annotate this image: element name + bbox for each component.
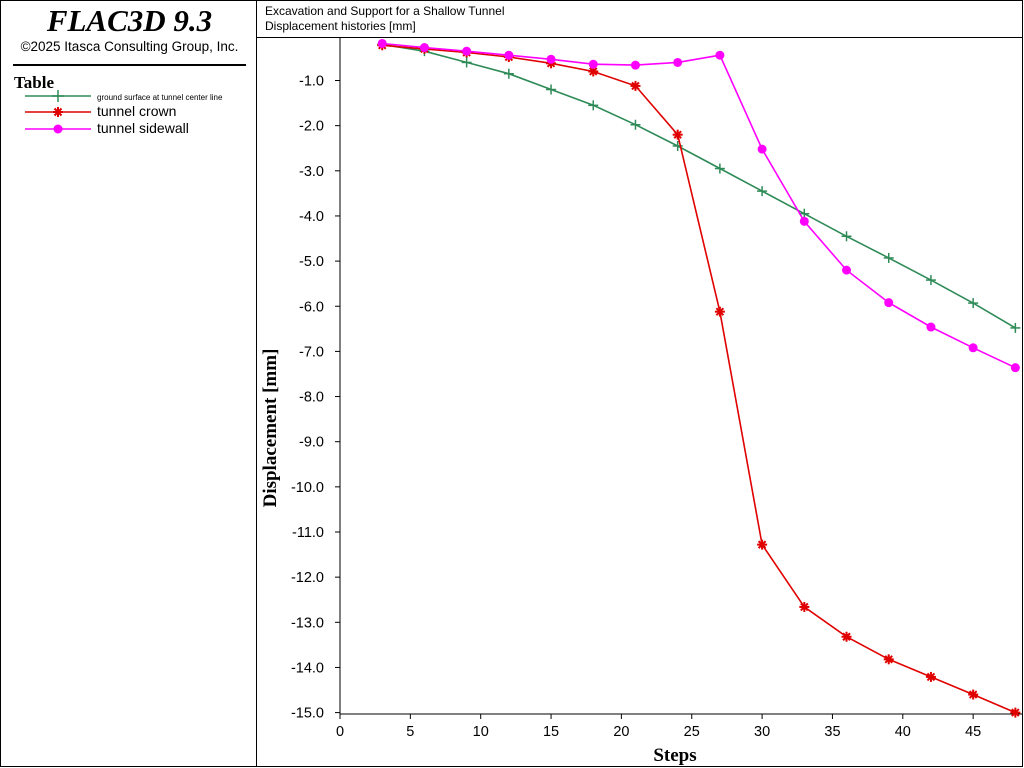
x-tick-label: 35 <box>824 724 840 740</box>
x-tick-label: 30 <box>754 724 770 740</box>
y-tick-label: -8.0 <box>299 390 324 406</box>
legend-swatch-circle-icon <box>25 124 91 134</box>
data-point <box>926 322 936 332</box>
data-point <box>968 298 979 309</box>
legend-swatch-star-icon <box>25 107 91 117</box>
data-point <box>673 57 683 67</box>
data-point <box>377 38 387 48</box>
data-point <box>546 54 556 64</box>
y-tick-label: -2.0 <box>299 119 324 135</box>
data-point <box>630 119 641 130</box>
data-point <box>799 601 810 612</box>
y-tick-label: -4.0 <box>299 209 324 225</box>
data-point <box>1010 363 1020 373</box>
series-line <box>382 44 1016 714</box>
data-point <box>462 46 472 56</box>
legend-swatch-plus-icon <box>25 90 91 102</box>
y-tick-label: -7.0 <box>299 344 324 360</box>
x-tick-label: 45 <box>965 724 981 740</box>
data-point <box>461 57 472 68</box>
plot-panel: -1.0 -2.0 -3.0 -4.0 -5.0 -6.0 -7.0 -8.0 -9.0 -10.… <box>256 37 1023 767</box>
data-point <box>715 50 725 60</box>
data-point <box>883 654 894 665</box>
header-subtitle: Displacement histories [mm] <box>265 19 416 33</box>
y-tick-label: -1.0 <box>299 74 324 90</box>
y-tick-label: -3.0 <box>299 164 324 180</box>
y-tick-label: -14.0 <box>291 660 324 676</box>
data-point <box>714 163 725 174</box>
data-point <box>630 60 640 70</box>
data-point <box>588 59 598 69</box>
y-tick-label: -10.0 <box>291 480 324 496</box>
app-title: FLAC3D 9.3 <box>46 3 213 38</box>
x-tick-label: 40 <box>895 724 911 740</box>
data-point <box>883 252 894 263</box>
y-tick-label: -12.0 <box>291 570 324 586</box>
data-point <box>630 80 641 91</box>
header-title: Excavation and Support for a Shallow Tun… <box>265 4 505 18</box>
y-tick-label: -11.0 <box>292 525 324 541</box>
legend-heading: Table <box>14 73 55 92</box>
series-plus <box>377 39 1021 333</box>
legend-panel: FLAC3D 9.3 ©2025 Itasca Consulting Group… <box>0 0 257 767</box>
legend-divider <box>13 64 246 66</box>
copyright-text: ©2025 Itasca Consulting Group, Inc. <box>20 39 239 54</box>
data-point <box>799 216 809 226</box>
data-point <box>968 343 978 353</box>
y-tick-label: -15.0 <box>291 706 324 722</box>
legend-label-tunnel-sidewall: tunnel sidewall <box>97 120 189 136</box>
series-line <box>382 42 1016 369</box>
x-tick-label: 25 <box>684 724 700 740</box>
plot-header: Excavation and Support for a Shallow Tun… <box>256 0 1023 38</box>
y-tick-label: -13.0 <box>291 615 324 631</box>
displacement-chart: -1.0 -2.0 -3.0 -4.0 -5.0 -6.0 -7.0 -8.0 -9.0 -10.… <box>260 38 1023 766</box>
data-point <box>672 129 683 140</box>
data-point <box>546 84 557 95</box>
data-point <box>925 275 936 286</box>
x-tick-label: 0 <box>336 724 344 740</box>
data-point <box>757 186 768 197</box>
data-point <box>925 671 936 682</box>
x-tick-label: 5 <box>406 724 414 740</box>
data-point <box>588 100 599 111</box>
y-tick-label: -5.0 <box>299 254 324 270</box>
x-tick-label: 15 <box>543 724 559 740</box>
x-axis-title: Steps <box>653 745 696 766</box>
data-point <box>1010 322 1021 333</box>
data-point <box>968 689 979 700</box>
y-tick-label: -6.0 <box>299 299 324 315</box>
data-point <box>1010 707 1021 718</box>
legend-label-tunnel-crown: tunnel crown <box>97 103 177 119</box>
data-point <box>841 631 852 642</box>
data-point <box>714 306 725 317</box>
data-point <box>419 43 429 53</box>
series-line <box>382 43 1016 329</box>
data-point <box>503 68 514 79</box>
y-tick-label: -9.0 <box>299 435 324 451</box>
x-tick-label: 10 <box>473 724 489 740</box>
series-star <box>377 40 1021 718</box>
data-point <box>842 265 852 275</box>
data-point <box>757 144 767 154</box>
legend-label-ground-surface: ground surface at tunnel center line <box>97 93 223 102</box>
y-axis-title: Displacement [mm] <box>260 349 281 508</box>
data-point <box>884 298 894 308</box>
data-point <box>841 231 852 242</box>
series-circle <box>377 38 1020 373</box>
data-point <box>504 50 514 60</box>
x-tick-label: 20 <box>613 724 629 740</box>
data-point <box>757 539 768 550</box>
